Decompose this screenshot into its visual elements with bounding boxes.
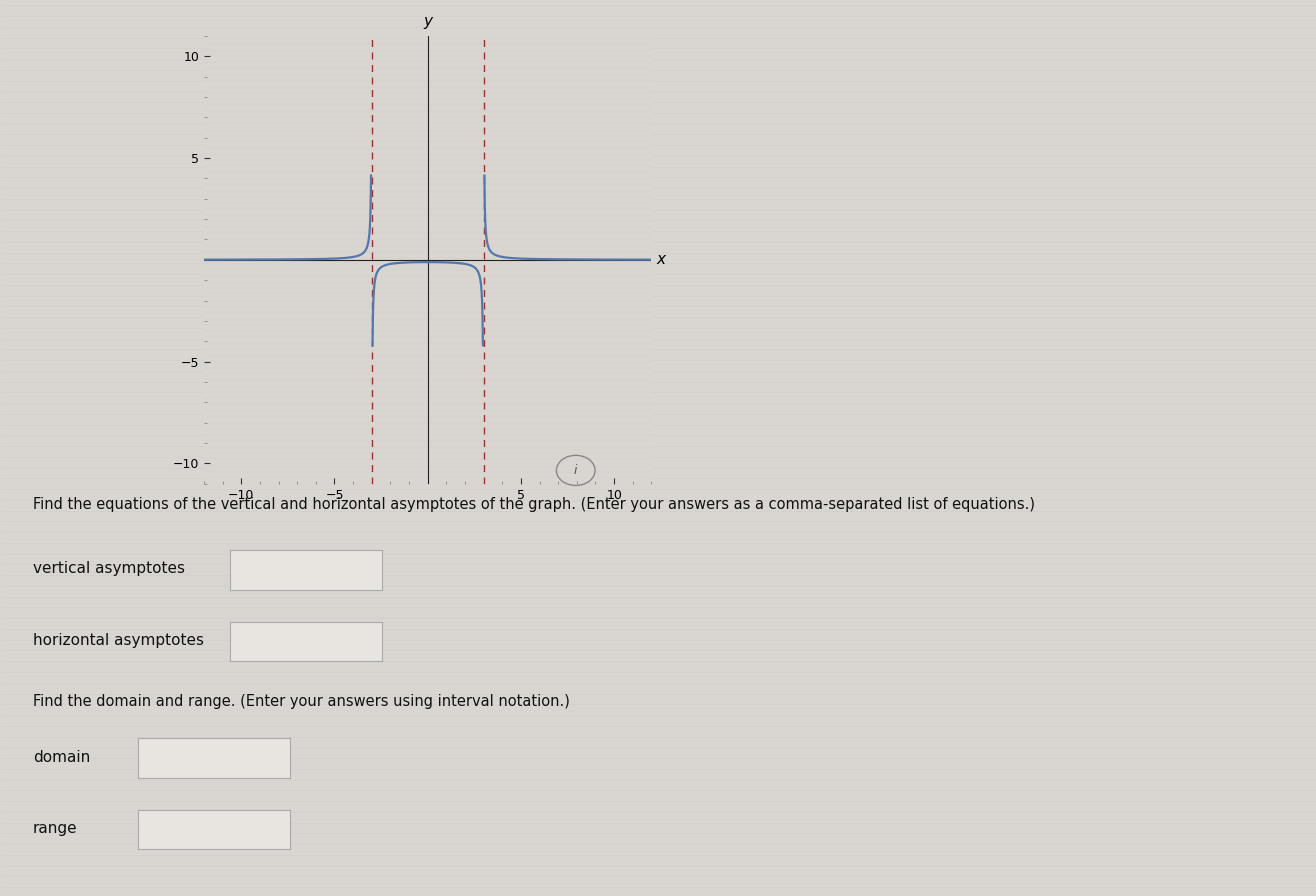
Text: domain: domain (33, 750, 91, 764)
Text: range: range (33, 822, 78, 836)
Text: horizontal asymptotes: horizontal asymptotes (33, 633, 204, 648)
Text: x: x (655, 253, 665, 267)
Text: Find the domain and range. (Enter your answers using interval notation.): Find the domain and range. (Enter your a… (33, 694, 570, 710)
Text: i: i (574, 464, 578, 477)
Text: y: y (424, 14, 432, 29)
Text: vertical asymptotes: vertical asymptotes (33, 562, 186, 576)
Text: Find the equations of the vertical and horizontal asymptotes of the graph. (Ente: Find the equations of the vertical and h… (33, 497, 1034, 513)
